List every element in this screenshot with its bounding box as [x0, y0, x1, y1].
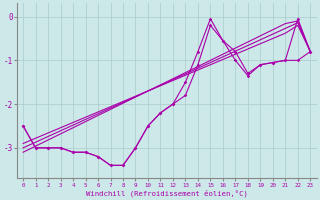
X-axis label: Windchill (Refroidissement éolien,°C): Windchill (Refroidissement éolien,°C) [86, 189, 248, 197]
